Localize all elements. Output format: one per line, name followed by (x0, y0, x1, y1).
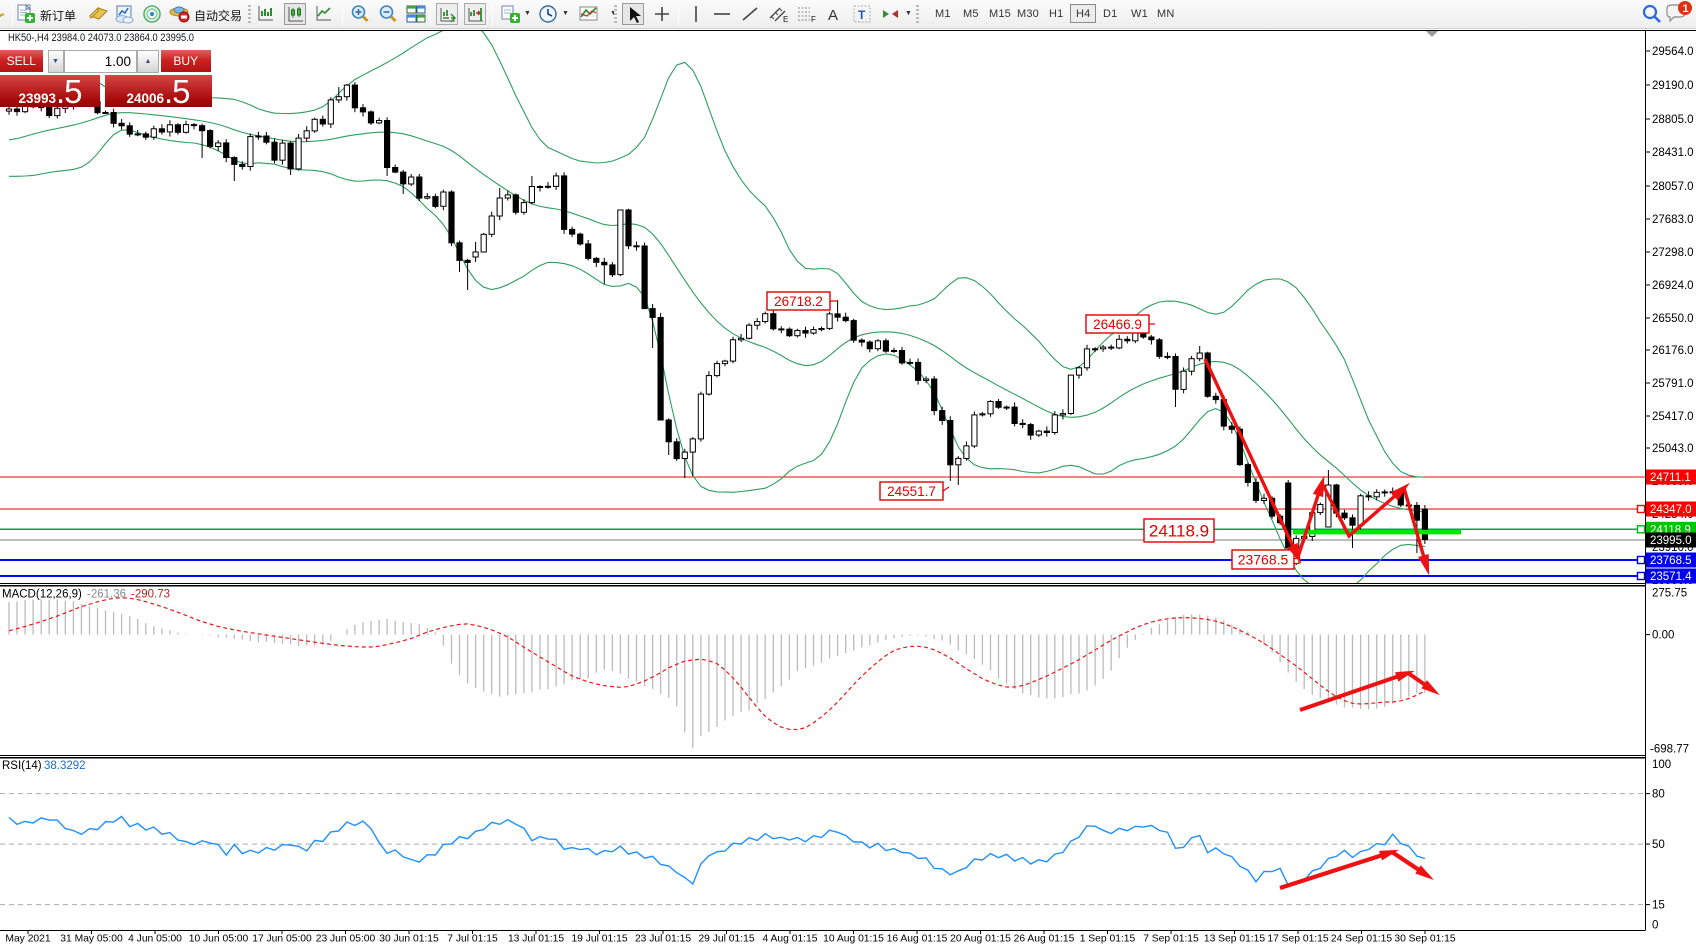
svg-text:24347.0: 24347.0 (1650, 504, 1692, 516)
svg-text:100: 100 (1652, 759, 1671, 771)
svg-text:-261.36: -261.36 (87, 589, 126, 601)
svg-text:7 Jul 01:15: 7 Jul 01:15 (447, 934, 498, 945)
svg-text:E: E (783, 15, 788, 24)
svg-text:F: F (811, 15, 816, 24)
svg-text:31 May 05:00: 31 May 05:00 (60, 934, 123, 945)
svg-text:0: 0 (1652, 920, 1658, 932)
svg-text:10 Aug 01:15: 10 Aug 01:15 (823, 934, 884, 945)
svg-text:10 Jun 05:00: 10 Jun 05:00 (189, 934, 249, 945)
svg-text:19 Jul 01:15: 19 Jul 01:15 (571, 934, 627, 945)
svg-text:7 Sep 01:15: 7 Sep 01:15 (1143, 934, 1199, 945)
svg-text:13 Jul 01:15: 13 Jul 01:15 (508, 934, 564, 945)
svg-text:HK50-,H4 23984.0 24073.0 2386: HK50-,H4 23984.0 24073.0 23864.0 23995.0 (8, 32, 194, 44)
svg-text:May 2021: May 2021 (5, 934, 50, 945)
svg-text:50: 50 (1652, 839, 1665, 851)
svg-text:29564.0: 29564.0 (1652, 46, 1694, 58)
svg-text:MACD(12,26,9): MACD(12,26,9) (2, 589, 82, 601)
svg-text:26550.0: 26550.0 (1652, 313, 1694, 325)
svg-text:24118.9: 24118.9 (1149, 522, 1209, 541)
svg-text:16 Aug 01:15: 16 Aug 01:15 (887, 934, 948, 945)
svg-text:A: A (828, 7, 838, 24)
svg-text:-698.77: -698.77 (1650, 743, 1689, 755)
svg-text:17 Jun 05:00: 17 Jun 05:00 (252, 934, 312, 945)
svg-text:80: 80 (1652, 789, 1665, 801)
svg-text:24 Sep 01:15: 24 Sep 01:15 (1331, 934, 1393, 945)
svg-text:25417.0: 25417.0 (1652, 411, 1694, 423)
svg-text:4 Aug 01:15: 4 Aug 01:15 (763, 934, 818, 945)
svg-text:-290.73: -290.73 (131, 589, 170, 601)
svg-text:20 Aug 01:15: 20 Aug 01:15 (950, 934, 1011, 945)
svg-text:28431.0: 28431.0 (1652, 147, 1694, 159)
svg-text:26176.0: 26176.0 (1652, 345, 1694, 357)
svg-text:T: T (858, 8, 866, 22)
svg-text:26718.2: 26718.2 (774, 294, 823, 309)
svg-text:23 Jul 01:15: 23 Jul 01:15 (635, 934, 691, 945)
svg-text:15: 15 (1652, 900, 1665, 912)
svg-text:25043.0: 25043.0 (1652, 443, 1694, 455)
svg-text:23768.5: 23768.5 (1238, 552, 1289, 568)
svg-text:29 Jul 01:15: 29 Jul 01:15 (698, 934, 754, 945)
svg-text:26466.9: 26466.9 (1093, 317, 1142, 332)
svg-text:275.75: 275.75 (1652, 588, 1687, 600)
svg-text:23 Jun 05:00: 23 Jun 05:00 (316, 934, 376, 945)
svg-text:1: 1 (1683, 3, 1689, 15)
svg-text:26924.0: 26924.0 (1652, 280, 1694, 292)
svg-text:24711.1: 24711.1 (1650, 472, 1691, 484)
svg-text:30 Sep 01:15: 30 Sep 01:15 (1394, 934, 1456, 945)
svg-text:1 Sep 01:15: 1 Sep 01:15 (1080, 934, 1136, 945)
svg-text:38.3292: 38.3292 (44, 760, 86, 772)
svg-text:4 Jun 05:00: 4 Jun 05:00 (128, 934, 182, 945)
svg-text:23768.5: 23768.5 (1650, 555, 1692, 567)
svg-text:30 Jun 01:15: 30 Jun 01:15 (379, 934, 439, 945)
svg-text:RSI(14): RSI(14) (2, 760, 42, 772)
svg-text:29190.0: 29190.0 (1652, 80, 1694, 92)
svg-text:13 Sep 01:15: 13 Sep 01:15 (1204, 934, 1266, 945)
svg-text:24551.7: 24551.7 (887, 484, 936, 499)
svg-text:0.00: 0.00 (1652, 630, 1674, 642)
svg-text:27298.0: 27298.0 (1652, 247, 1694, 259)
svg-text:17 Sep 01:15: 17 Sep 01:15 (1267, 934, 1329, 945)
svg-text:28057.0: 28057.0 (1652, 181, 1694, 193)
svg-text:23995.0: 23995.0 (1650, 535, 1692, 547)
svg-text:23571.4: 23571.4 (1650, 571, 1692, 583)
svg-text:27683.0: 27683.0 (1652, 214, 1694, 226)
svg-text:26 Aug 01:15: 26 Aug 01:15 (1014, 934, 1075, 945)
svg-text:25791.0: 25791.0 (1652, 378, 1694, 390)
svg-text:28805.0: 28805.0 (1652, 114, 1694, 126)
